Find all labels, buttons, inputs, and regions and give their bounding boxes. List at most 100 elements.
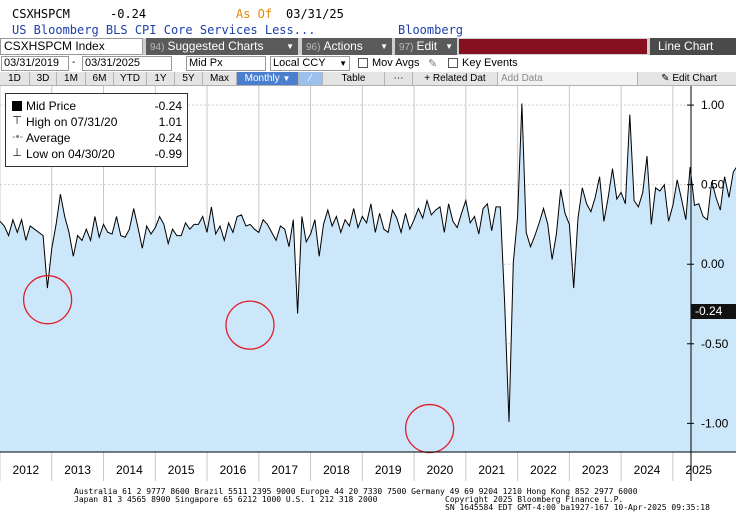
field-selector[interactable]: Mid Px (186, 56, 266, 71)
key-events-label: Key Events (462, 57, 518, 69)
period-button-6m[interactable]: 6M (86, 72, 114, 85)
copyright-line: Copyright 2025 Bloomberg Finance L.P. (445, 495, 624, 504)
contact-line-1: Australia 61 2 9777 8600 Brazil 5511 239… (74, 487, 638, 496)
dropdown-arrow-icon: ▼ (445, 42, 453, 51)
period-button-5y[interactable]: 5Y (175, 72, 203, 85)
period-button-ytd[interactable]: YTD (114, 72, 147, 85)
edit-menu[interactable]: 97) Edit ▼ (395, 38, 457, 55)
view-title: Line Chart (650, 38, 736, 55)
legend-value: 0.24 (158, 131, 182, 145)
series-swatch-icon (12, 101, 22, 111)
menu-label: Actions (323, 39, 363, 53)
security-field[interactable]: CSXHSPCM Index (0, 38, 143, 55)
y-tick-label: 1.00 (701, 98, 725, 112)
source-label: Bloomberg (398, 23, 464, 37)
menu-number: 94) (150, 42, 165, 53)
x-tick-label: 2015 (168, 463, 195, 477)
y-axis-ticks: 1.00 0.50 0.00 -0.50 -1.00 (687, 98, 729, 430)
table-button[interactable]: Table (323, 72, 385, 85)
edit-chart-button[interactable]: ✎ Edit Chart (642, 72, 736, 85)
related-data-label: Related Dat (432, 73, 486, 84)
period-button-1d[interactable]: 1D (0, 72, 30, 85)
average-marker-icon: -•- (12, 131, 24, 143)
series-area (0, 103, 736, 452)
x-tick-label: 2012 (13, 463, 40, 477)
low-marker-icon: ⊥ (12, 147, 22, 159)
legend-name: High on 07/31/20 (26, 115, 118, 129)
period-button-1y[interactable]: 1Y (147, 72, 175, 85)
x-tick-label: 2025 (685, 463, 712, 477)
actions-menu[interactable]: 96) Actions ▼ (302, 38, 392, 55)
related-data-button[interactable]: + Related Dat (413, 72, 498, 85)
last-value-badge: -0.24 (691, 304, 736, 319)
x-tick-label: 2016 (220, 463, 247, 477)
command-bar: CSXHSPCM Index 94) Suggested Charts ▼ 96) A… (0, 38, 736, 55)
menu-number: 97) (399, 42, 414, 53)
x-tick-label: 2022 (530, 463, 557, 477)
line-chart-icon: ⁄ (309, 73, 312, 84)
plus-icon: + (424, 73, 431, 84)
mov-avgs-label: Mov Avgs (372, 57, 420, 69)
menu-number: 96) (306, 42, 321, 53)
pencil-icon: ✎ (661, 73, 670, 84)
security-description: US Bloomberg BLS CPI Core Services Less.… (12, 23, 316, 37)
highlight-circle (22, 275, 73, 325)
edit-chart-label: Edit Chart (672, 73, 717, 84)
frequency-value: Monthly (244, 73, 280, 84)
end-date-field[interactable]: 03/31/2025 (82, 56, 172, 71)
legend-value: -0.24 (154, 99, 182, 113)
end-date-value: 03/31/2025 (85, 57, 141, 69)
dropdown-arrow-icon: ▼ (282, 74, 291, 83)
as-of-label: As Of (236, 7, 273, 21)
as-of-date: 03/31/25 (286, 7, 344, 21)
key-events-checkbox[interactable] (448, 58, 458, 68)
x-tick-label: 2017 (271, 463, 298, 477)
pencil-icon[interactable]: ✎ (428, 58, 438, 70)
x-tick-label: 2019 (375, 463, 402, 477)
chart-type-button[interactable]: ⁄ (299, 72, 323, 85)
y-tick-label: 0.50 (701, 178, 725, 192)
currency-selector[interactable]: Local CCY ▼ (270, 56, 350, 71)
gear-icon: ⋯ (393, 73, 404, 84)
legend-name: Mid Price (26, 99, 77, 113)
period-button-3d[interactable]: 3D (30, 72, 57, 85)
mov-avgs-checkbox[interactable] (358, 58, 368, 68)
x-tick-label: 2024 (634, 463, 661, 477)
legend-value: -0.99 (154, 147, 182, 161)
x-tick-label: 2018 (323, 463, 350, 477)
session-line: SN 1645584 EDT GMT-4:00 ba1927-167 10-Ap… (445, 503, 710, 512)
x-tick-label: 2013 (64, 463, 91, 477)
settings-button[interactable]: ⋯ (385, 72, 413, 85)
add-data-field[interactable]: Add Data (498, 72, 638, 85)
legend-row-low: ⊥ Low on 04/30/20 -0.99 (12, 147, 184, 162)
menu-label: Edit (416, 39, 438, 53)
dropdown-arrow-icon: ▼ (286, 42, 294, 51)
currency-value: Local CCY (273, 57, 326, 69)
x-axis-labels: 2012 2013 2014 2015 2016 2017 2018 2019 2020 2021… (13, 463, 713, 477)
command-bar-accent (459, 39, 647, 54)
frequency-selector[interactable]: Monthly ▼ (237, 72, 299, 85)
highlight-circle (404, 403, 455, 454)
legend-row-high: ⊤ High on 07/31/20 1.01 (12, 115, 184, 130)
legend-name: Low on 04/30/20 (26, 147, 115, 161)
period-toolbar: 1D 3D 1M 6M YTD 1Y 5Y Max Monthly ▼ ⁄ Ta… (0, 72, 736, 86)
period-button-1m[interactable]: 1M (57, 72, 86, 85)
start-date-field[interactable]: 03/31/2019 (1, 56, 69, 71)
x-tick-label: 2020 (427, 463, 454, 477)
dropdown-arrow-icon: ▼ (380, 42, 388, 51)
x-tick-label: 2023 (582, 463, 609, 477)
start-date-value: 03/31/2019 (4, 57, 60, 69)
legend-row-mid-price: Mid Price -0.24 (12, 99, 184, 114)
chart-legend[interactable]: Mid Price -0.24 ⊤ High on 07/31/20 1.01 … (5, 93, 188, 167)
legend-value: 1.01 (158, 115, 182, 129)
chart-controls: 03/31/2019 - 03/31/2025 Mid Px Local CCY… (0, 56, 736, 72)
x-tick-label: 2021 (478, 463, 505, 477)
y-tick-label: 0.00 (701, 257, 725, 271)
legend-row-average: -•- Average 0.24 (12, 131, 184, 146)
period-button-max[interactable]: Max (203, 72, 237, 85)
suggested-charts-menu[interactable]: 94) Suggested Charts ▼ (146, 38, 298, 55)
contact-line-2: Japan 81 3 4565 8900 Singapore 65 6212 1… (74, 495, 378, 504)
ticker-symbol: CSXHSPCM (12, 7, 70, 21)
date-separator: - (72, 57, 76, 68)
series-line (0, 103, 736, 422)
